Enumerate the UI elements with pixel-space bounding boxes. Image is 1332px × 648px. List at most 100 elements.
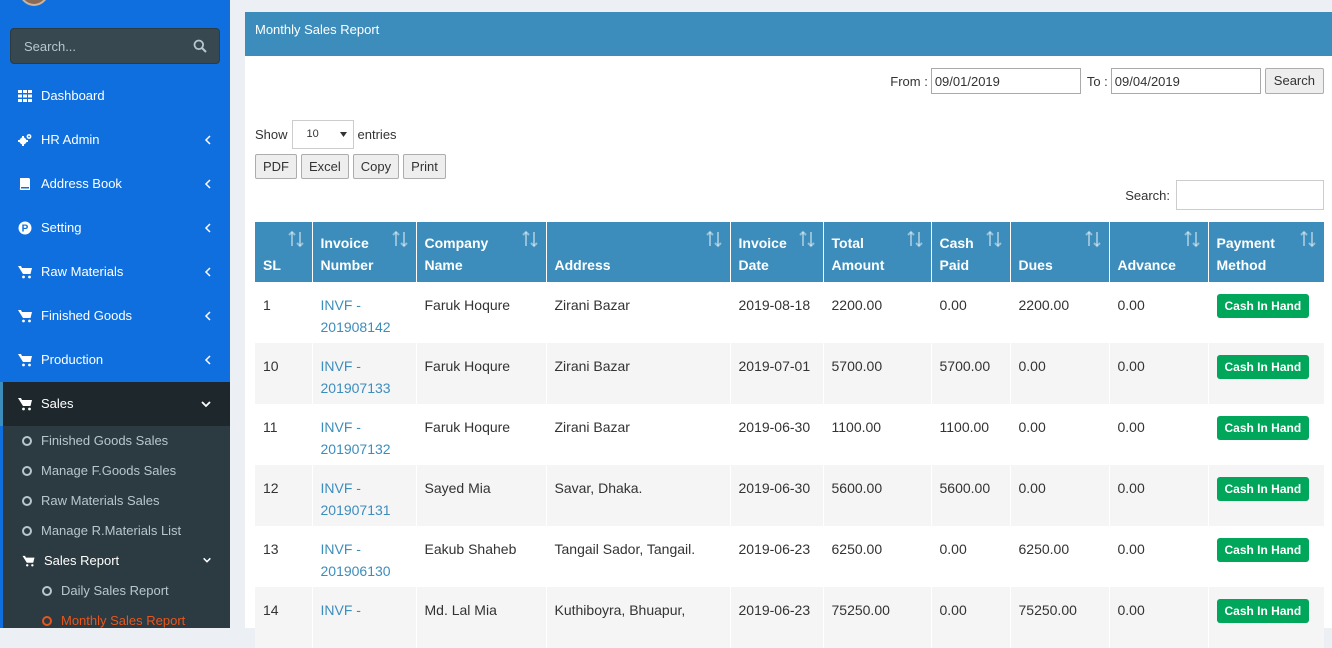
payment-method-badge[interactable]: Cash In Hand: [1216, 355, 1310, 379]
submenu-item-monthly-sales-report[interactable]: Monthly Sales Report: [3, 606, 230, 628]
payment-method-badge[interactable]: Cash In Hand: [1216, 599, 1310, 623]
entries-select[interactable]: 10: [291, 120, 354, 149]
table-cell-paid: 0.00: [931, 282, 1011, 343]
invoice-link[interactable]: INVF -201907133: [320, 358, 391, 396]
sort-icon: [798, 230, 815, 248]
payment-method-badge[interactable]: Cash In Hand: [1216, 477, 1310, 501]
payment-method-badge[interactable]: Cash In Hand: [1216, 294, 1310, 318]
column-header[interactable]: Total Amount: [823, 222, 932, 282]
column-header[interactable]: Invoice Date: [730, 222, 824, 282]
print-button[interactable]: Print: [403, 154, 446, 179]
from-date-input[interactable]: [930, 68, 1081, 94]
sidebar-search-input[interactable]: [11, 29, 186, 63]
cart-icon: [22, 555, 35, 567]
sort-icon: [985, 230, 1002, 248]
sidebar-item-raw-materials[interactable]: Raw Materials: [0, 250, 230, 294]
user-avatar[interactable]: [18, 0, 50, 6]
invoice-link[interactable]: INVF -: [320, 602, 361, 618]
sidebar-item-setting[interactable]: P Setting: [0, 206, 230, 250]
submenu-item-label: Finished Goods Sales: [41, 433, 169, 448]
table-search-input[interactable]: [1176, 180, 1324, 210]
table-cell-method: Cash In Hand: [1208, 404, 1324, 465]
payment-method-badge[interactable]: Cash In Hand: [1216, 538, 1310, 562]
sort-icon: [391, 230, 408, 248]
sidebar-item-finished-goods[interactable]: Finished Goods: [0, 294, 230, 338]
table-cell-total: 1100.00: [823, 404, 932, 465]
sales-submenu: Finished Goods Sales Manage F.Goods Sale…: [0, 426, 230, 628]
table-cell-address: Tangail Sador, Tangail.: [546, 526, 731, 587]
invoice-link[interactable]: INVF -201907132: [320, 419, 391, 457]
sidebar-item-hr-admin[interactable]: HR Admin: [0, 118, 230, 162]
date-search-button[interactable]: Search: [1264, 68, 1324, 94]
table-cell-dues: 2200.00: [1010, 282, 1110, 343]
invoice-link[interactable]: INVF -201907131: [320, 480, 391, 518]
column-header[interactable]: Dues: [1010, 222, 1110, 282]
sidebar-item-dashboard[interactable]: Dashboard: [0, 74, 230, 118]
sort-icon: [1300, 230, 1316, 248]
circle-icon: [22, 436, 32, 446]
payment-method-badge[interactable]: Cash In Hand: [1216, 416, 1310, 440]
entries-label: entries: [357, 127, 397, 142]
table-row: 13 INVF -201906130 Eakub Shaheb Tangail Sad…: [255, 526, 1324, 587]
table-cell-date: 2019-06-23: [730, 587, 824, 648]
column-header-label: Company: [424, 235, 489, 251]
table-cell-dues: 0.00: [1010, 343, 1110, 404]
table-cell-company: Sayed Mia: [416, 465, 547, 526]
column-header-label: Advance: [1117, 257, 1176, 273]
submenu-item-sales-report[interactable]: Sales Report: [3, 546, 230, 576]
sidebar-item-sales[interactable]: Sales: [0, 382, 230, 426]
column-header[interactable]: Advance: [1109, 222, 1209, 282]
to-date-input[interactable]: [1110, 68, 1261, 94]
circle-icon: [42, 586, 52, 596]
chevron-left-icon: [204, 135, 211, 145]
invoice-link[interactable]: INVF -201908142: [320, 297, 391, 335]
submenu-item-manage-rmaterials-list[interactable]: Manage R.Materials List: [3, 516, 230, 546]
submenu-item-daily-sales-report[interactable]: Daily Sales Report: [3, 576, 230, 606]
table-cell-address: Zirani Bazar: [546, 404, 731, 465]
column-header-label: Payment: [1216, 235, 1275, 251]
pdf-button[interactable]: PDF: [255, 154, 297, 179]
table-cell-inv: INVF -201907131: [312, 465, 417, 526]
table-cell-method: Cash In Hand: [1208, 343, 1324, 404]
cart-icon: [18, 398, 32, 411]
submenu-item-manage-fgoods-sales[interactable]: Manage F.Goods Sales: [3, 456, 230, 486]
search-icon[interactable]: [193, 39, 207, 53]
column-header[interactable]: Address: [546, 222, 731, 282]
invoice-link[interactable]: INVF -201906130: [320, 541, 391, 579]
column-header-label: Cash: [939, 235, 974, 251]
submenu-item-label: Manage R.Materials List: [41, 523, 182, 538]
column-header[interactable]: Invoice Number: [312, 222, 417, 282]
chevron-left-icon: [204, 311, 211, 321]
table-cell-address: Zirani Bazar: [546, 282, 731, 343]
from-label: From :: [890, 73, 928, 89]
table-cell-total: 5700.00: [823, 343, 932, 404]
sidebar-item-address-book[interactable]: Address Book: [0, 162, 230, 206]
excel-button[interactable]: Excel: [301, 154, 349, 179]
table-cell-sl: 14: [255, 587, 313, 648]
sidebar-item-production[interactable]: Production: [0, 338, 230, 382]
sidebar-item-label: Sales: [41, 396, 74, 411]
column-header[interactable]: Payment Method: [1208, 222, 1324, 282]
column-header[interactable]: Company Name: [416, 222, 547, 282]
sort-icon: [521, 230, 538, 248]
table-cell-advance: 0.00: [1109, 343, 1209, 404]
copy-button[interactable]: Copy: [352, 154, 400, 179]
table-cell-method: Cash In Hand: [1208, 526, 1324, 587]
column-header[interactable]: Cash Paid: [931, 222, 1011, 282]
submenu-item-finished-goods-sales[interactable]: Finished Goods Sales: [3, 426, 230, 456]
cart-icon: [18, 266, 32, 279]
chevron-down-icon: [203, 557, 211, 563]
table-cell-inv: INVF -201907132: [312, 404, 417, 465]
table-cell-inv: INVF -201907133: [312, 343, 417, 404]
submenu-item-raw-materials-sales[interactable]: Raw Materials Sales: [3, 486, 230, 516]
book-icon: [19, 178, 30, 190]
table-search-label: Search:: [1125, 187, 1170, 203]
table-search: Search:: [1125, 180, 1324, 210]
report-panel: Monthly Sales Report From : To : Search …: [245, 12, 1332, 648]
chevron-left-icon: [204, 355, 211, 365]
table-cell-inv: INVF -: [312, 587, 417, 648]
sidebar-item-label: Finished Goods: [41, 308, 133, 323]
table-header-row: SL Invoice Number Company Name Address Invoice…: [255, 222, 1324, 282]
column-header[interactable]: SL: [255, 222, 313, 282]
table-cell-total: 2200.00: [823, 282, 932, 343]
